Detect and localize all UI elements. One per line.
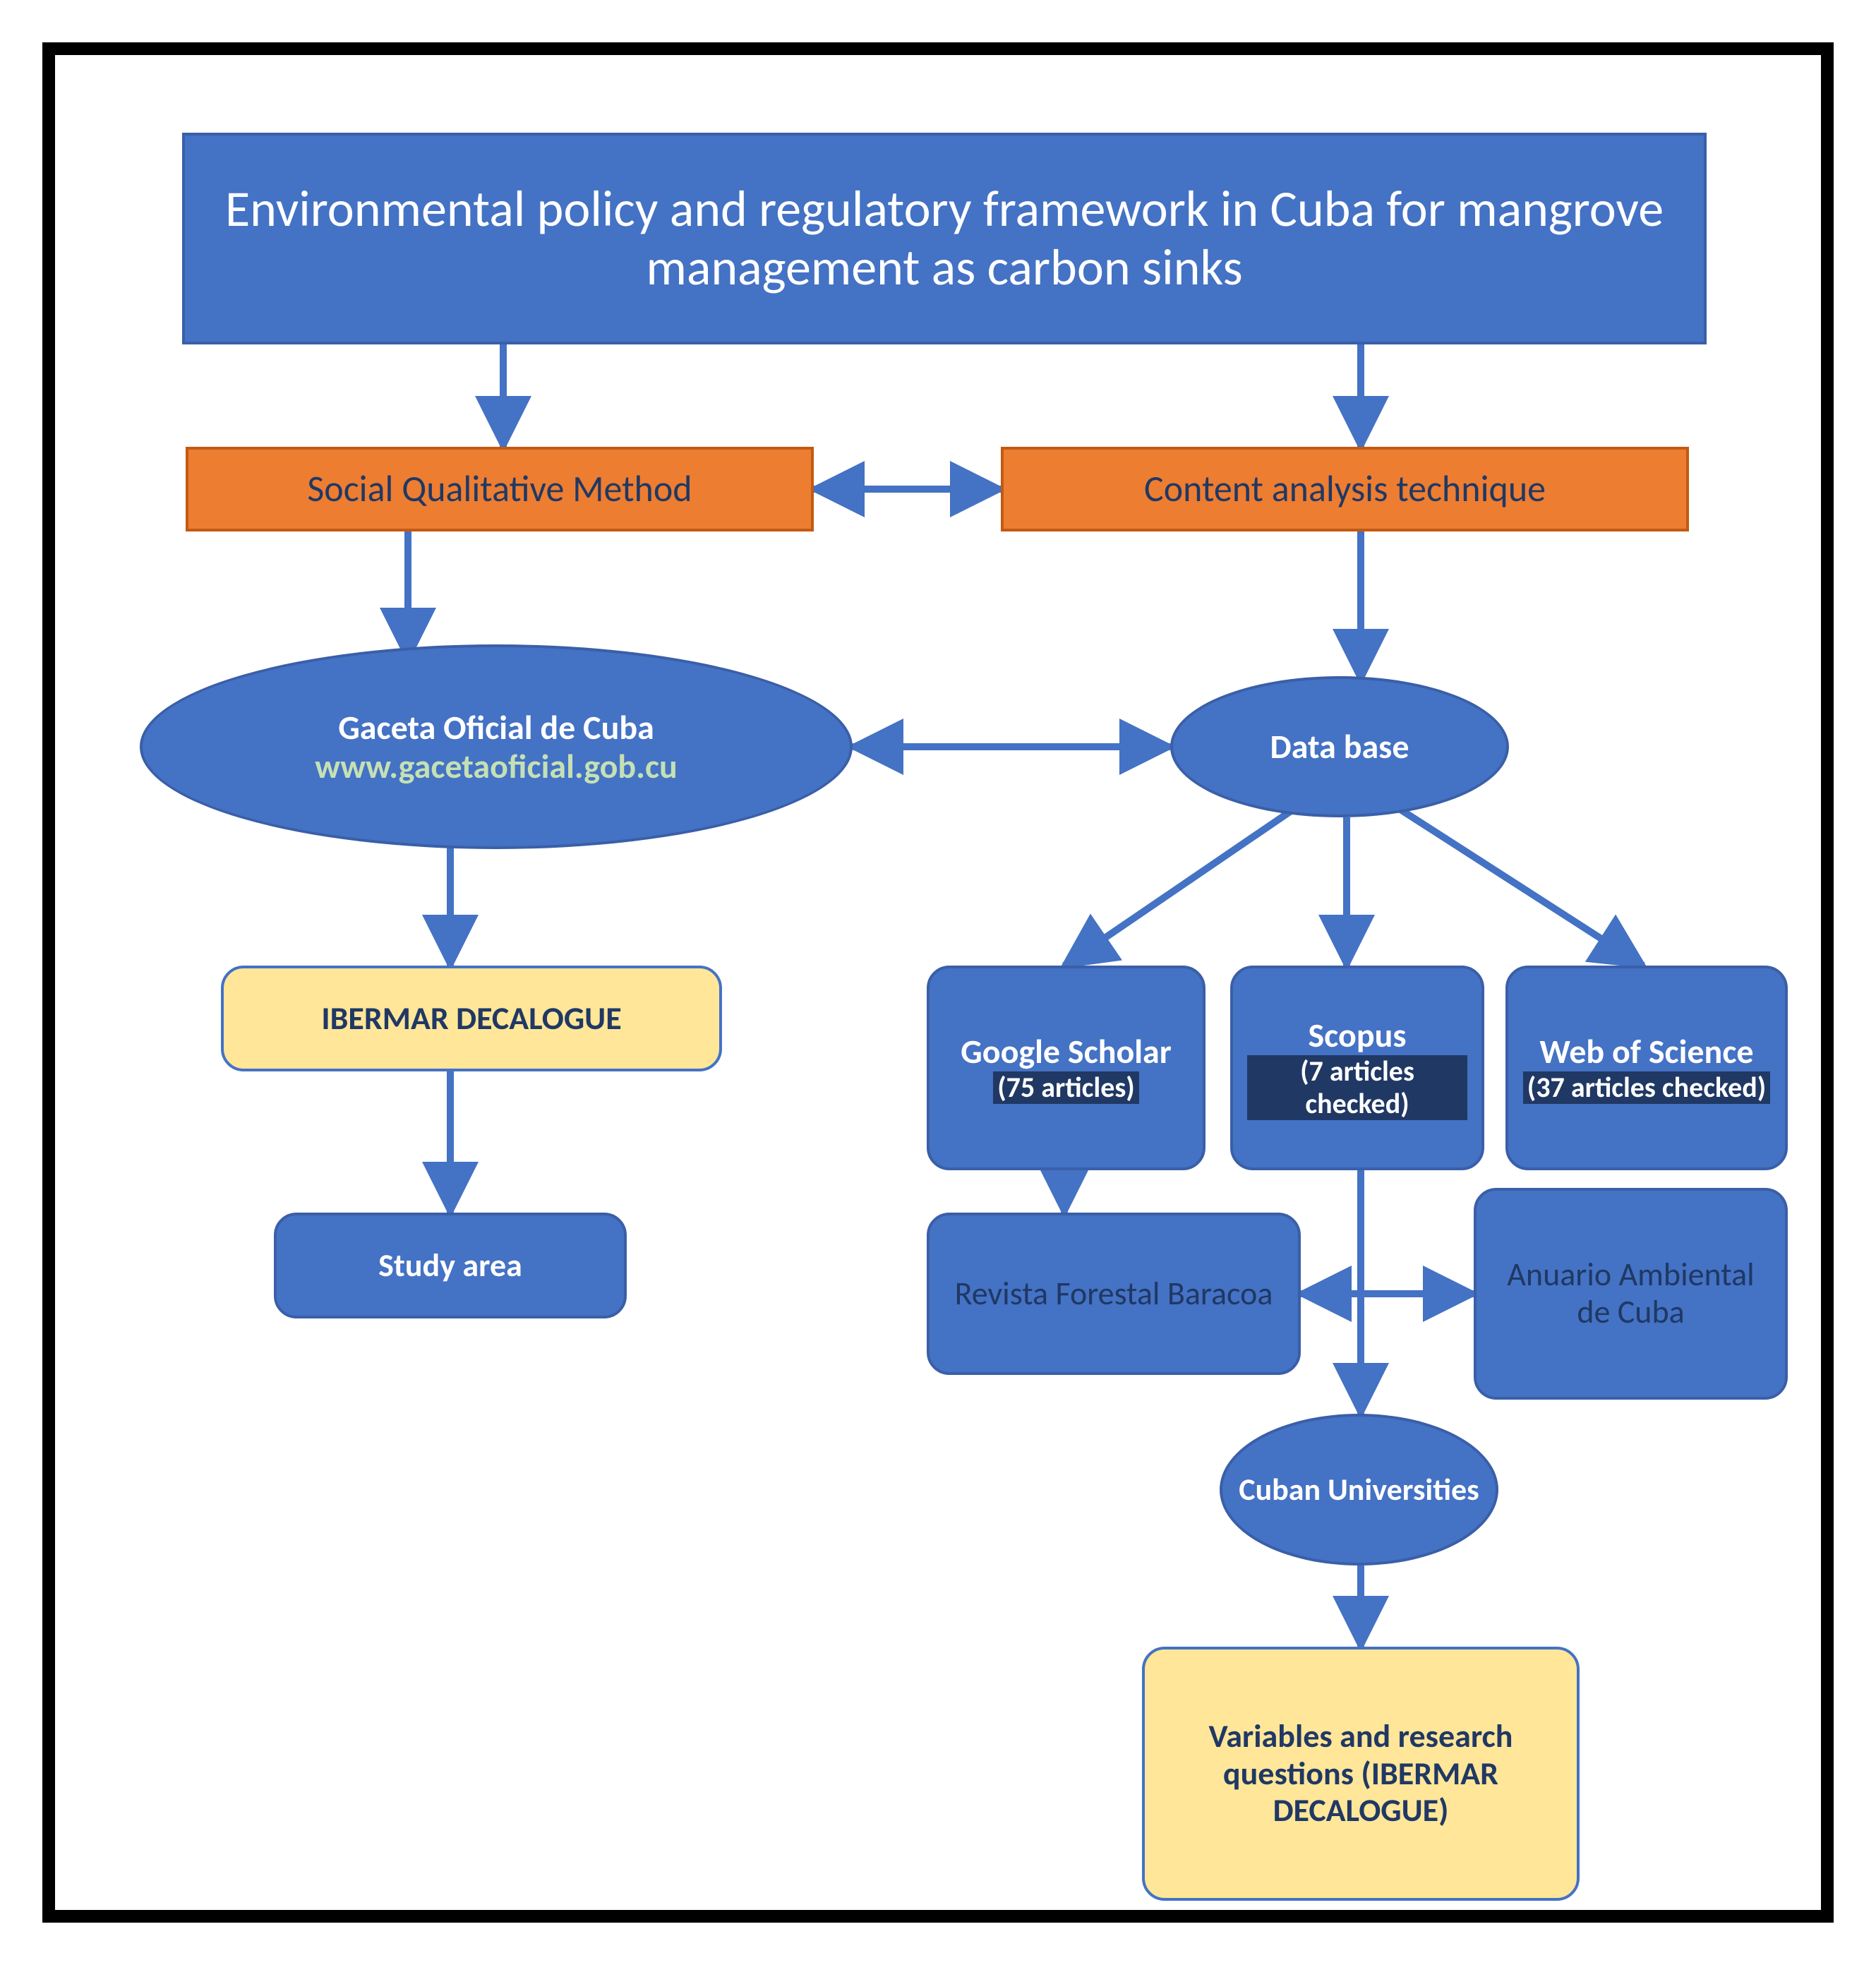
gaceta-title: Gaceta Oficial de Cuba [338,708,654,747]
database-label: Data base [1270,727,1409,766]
edge-database-to-google_scholar [1064,807,1297,966]
anuario-ambiental-box: Anuario Ambiental de Cuba [1474,1188,1788,1400]
database-ellipse: Data base [1170,676,1509,817]
google-scholar-count: (75 articles) [993,1071,1139,1104]
ibermar-label: IBERMAR DECALOGUE [321,1000,621,1038]
scopus-box: Scopus (7 articles checked) [1230,966,1484,1170]
gaceta-oficial-ellipse: Gaceta Oficial de Cuba www.gacetaoficial… [140,644,853,849]
variables-label: Variables and research questions (IBERMA… [1159,1718,1563,1830]
wos-label: Web of Science [1539,1032,1753,1071]
ibermar-decalogue-box: IBERMAR DECALOGUE [221,966,722,1071]
gaceta-url: www.gacetaoficial.gob.cu [315,747,678,786]
diagram-frame: { "diagram": { "type": "flowchart", "can… [42,42,1834,1923]
web-of-science-box: Web of Science (37 articles checked) [1505,966,1788,1170]
anuario-label: Anuario Ambiental de Cuba [1491,1256,1771,1331]
revista-forestal-box: Revista Forestal Baracoa [927,1213,1301,1375]
title-text: Environmental policy and regulatory fram… [199,180,1690,297]
social-method-label: Social Qualitative Method [307,468,692,510]
title-box: Environmental policy and regulatory fram… [182,133,1707,344]
cuban-universities-ellipse: Cuban Universities [1220,1414,1498,1566]
content-analysis-box: Content analysis technique [1001,447,1689,531]
scopus-count: (7 articles checked) [1247,1055,1467,1120]
variables-research-questions-box: Variables and research questions (IBERMA… [1142,1647,1580,1901]
study-area-box: Study area [274,1213,627,1318]
content-analysis-label: Content analysis technique [1144,468,1546,510]
edge-database-to-web_of_science [1396,807,1643,966]
cuban-univ-label: Cuban Universities [1239,1472,1479,1508]
revista-label: Revista Forestal Baracoa [955,1275,1273,1313]
diagram-root: { "diagram": { "type": "flowchart", "can… [0,0,1876,1965]
scopus-label: Scopus [1308,1016,1406,1054]
social-qualitative-method-box: Social Qualitative Method [186,447,814,531]
study-area-label: Study area [378,1247,522,1285]
google-scholar-label: Google Scholar [961,1032,1172,1071]
google-scholar-box: Google Scholar (75 articles) [927,966,1205,1170]
wos-count: (37 articles checked) [1523,1071,1770,1104]
